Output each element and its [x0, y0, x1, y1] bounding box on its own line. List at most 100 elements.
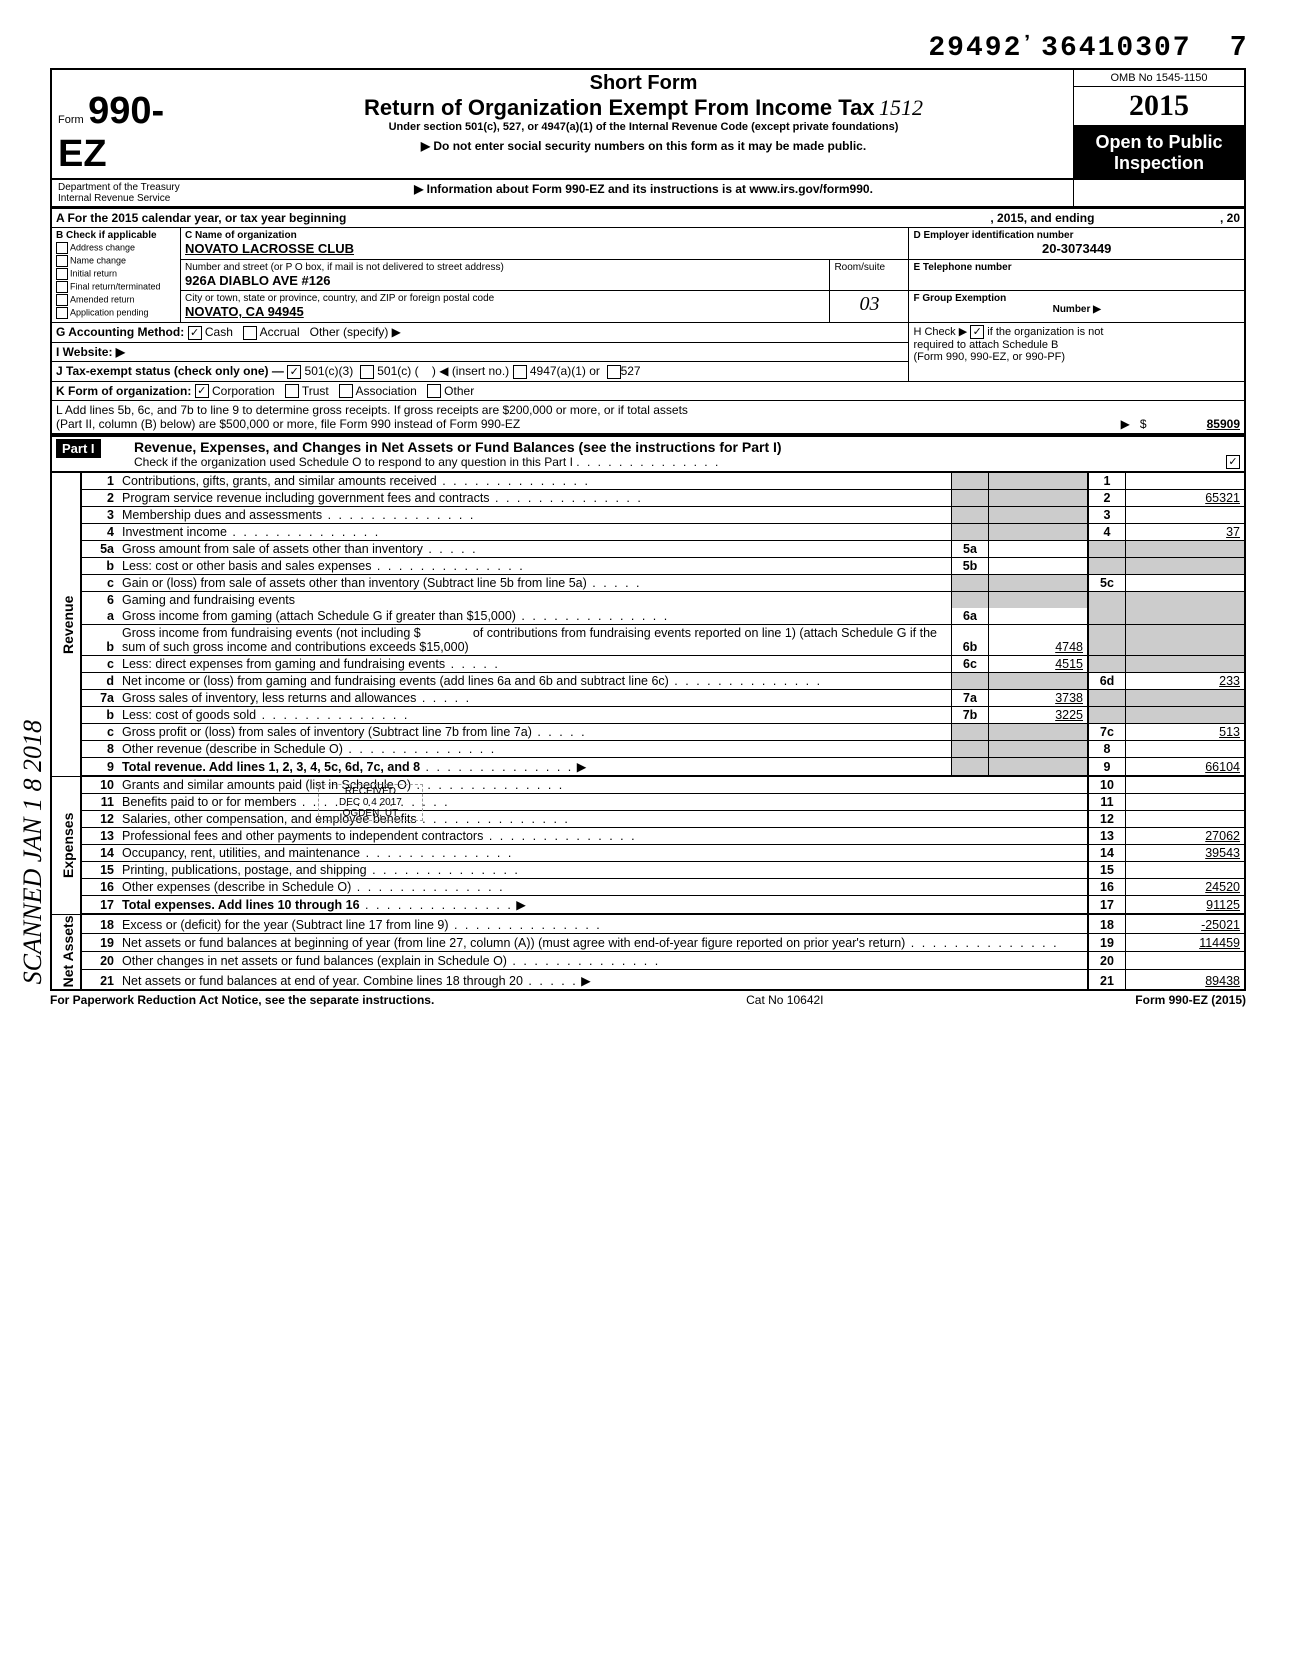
line-4-num: 4 — [81, 524, 118, 541]
line-15-num: 15 — [81, 862, 118, 879]
checkbox-trust[interactable] — [285, 384, 299, 398]
section-c-name-label: C Name of organization — [185, 230, 904, 241]
checkbox-other-org[interactable] — [427, 384, 441, 398]
line-5b-num: b — [81, 558, 118, 575]
row-k-label: K Form of organization: — [56, 384, 191, 398]
line-13-num: 13 — [81, 828, 118, 845]
line-5b-desc: Less: cost or other basis and sales expe… — [122, 559, 371, 573]
dots — [576, 455, 720, 469]
checkbox-527[interactable] — [607, 365, 621, 379]
line-16-num: 16 — [81, 879, 118, 896]
checkbox-pending[interactable] — [56, 307, 68, 319]
line-7b-mv: 3225 — [1055, 708, 1083, 722]
form-number: 990-EZ — [58, 90, 164, 175]
line-8-num: 8 — [81, 741, 118, 758]
row-a-label: A For the 2015 calendar year, or tax yea… — [56, 211, 346, 225]
checkbox-4947[interactable] — [513, 365, 527, 379]
line-6a-mv — [989, 608, 1089, 625]
city-value: NOVATO, CA 94945 — [185, 304, 825, 319]
org-name: NOVATO LACROSSE CLUB — [185, 241, 904, 256]
lbl-527: 527 — [621, 364, 641, 378]
line-4-rn: 4 — [1088, 524, 1126, 541]
lbl-501c3: 501(c)(3) — [305, 364, 354, 378]
omb-number: OMB No 1545-1150 — [1074, 70, 1244, 87]
line-7a-mn: 7a — [952, 690, 989, 707]
checkbox-final-return[interactable] — [56, 281, 68, 293]
short-form-title: Short Form — [220, 72, 1067, 95]
line-6-desc: Gaming and fundraising events — [118, 592, 952, 609]
lbl-other-method: Other (specify) ▶ — [310, 325, 401, 339]
lbl-other-org: Other — [444, 384, 474, 398]
line-3-num: 3 — [81, 507, 118, 524]
line-7c-desc: Gross profit or (loss) from sales of inv… — [122, 725, 532, 739]
line-19-rv: 114459 — [1199, 936, 1240, 950]
lbl-final-return: Final return/terminated — [70, 282, 161, 292]
top-serial: 29492᾽36410307 7 — [50, 30, 1246, 64]
checkbox-assoc[interactable] — [339, 384, 353, 398]
line-7c-rn: 7c — [1088, 724, 1126, 741]
line-14-rv: 39543 — [1205, 846, 1240, 860]
checkbox-schedule-o[interactable]: ✓ — [1226, 455, 1240, 469]
part1-header-table: Part I Revenue, Expenses, and Changes in… — [50, 435, 1246, 473]
lbl-pending: Application pending — [70, 308, 149, 318]
page-number: 7 — [1230, 30, 1246, 61]
lbl-insert: ) ◀ (insert no.) — [432, 364, 509, 378]
under-section: Under section 501(c), 527, or 4947(a)(1)… — [220, 121, 1067, 133]
line-9-rv: 66104 — [1205, 760, 1240, 774]
line-7a-desc: Gross sales of inventory, less returns a… — [122, 691, 416, 705]
checkbox-cash[interactable]: ✓ — [188, 326, 202, 340]
line-9-num: 9 — [81, 758, 118, 777]
checkbox-accrual[interactable] — [243, 326, 257, 340]
line-5b-mv — [989, 558, 1089, 575]
checkbox-amended[interactable] — [56, 294, 68, 306]
lbl-address-change: Address change — [70, 243, 135, 253]
checkbox-corp[interactable]: ✓ — [195, 384, 209, 398]
checkbox-initial-return[interactable] — [56, 268, 68, 280]
line-17-rn: 17 — [1088, 896, 1126, 915]
line-5a-num: 5a — [81, 541, 118, 558]
checkbox-501c3[interactable]: ✓ — [287, 365, 301, 379]
irs: Internal Revenue Service — [58, 193, 208, 204]
line-2-rn: 2 — [1088, 490, 1126, 507]
checkbox-501c[interactable] — [360, 365, 374, 379]
row-h-1: H Check ▶ — [913, 326, 967, 338]
stamp-received: RECEIVED — [345, 786, 396, 797]
line-6d-rn: 6d — [1088, 673, 1126, 690]
line-19-num: 19 — [81, 933, 118, 951]
lbl-initial-return: Initial return — [70, 269, 117, 279]
side-net-assets: Net Assets — [51, 914, 81, 989]
row-l-2: (Part II, column (B) below) are $500,000… — [56, 417, 520, 431]
line-8-rn: 8 — [1088, 741, 1126, 758]
line-9-desc: Total revenue. Add lines 1, 2, 3, 4, 5c,… — [122, 760, 420, 774]
room-label: Room/suite — [834, 262, 904, 273]
line-13-desc: Professional fees and other payments to … — [122, 829, 483, 843]
line-6a-desc: Gross income from gaming (attach Schedul… — [122, 609, 516, 623]
line-6b-num: b — [81, 625, 118, 656]
serial-number: 29492᾽36410307 — [928, 33, 1191, 64]
addr-label: Number and street (or P O box, if mail i… — [185, 262, 825, 273]
line-18-rn: 18 — [1088, 914, 1126, 933]
checkbox-name-change[interactable] — [56, 255, 68, 267]
stamp-ogden: OGDEN, UT — [343, 808, 399, 819]
section-f-label: F Group Exemption — [913, 293, 1240, 304]
footer-mid: Cat No 10642I — [746, 993, 823, 1007]
footer-left: For Paperwork Reduction Act Notice, see … — [50, 993, 434, 1007]
line-11-rv — [1126, 794, 1246, 811]
checkbox-address-change[interactable] — [56, 242, 68, 254]
line-20-rn: 20 — [1088, 952, 1126, 970]
line-11-num: 11 — [81, 794, 118, 811]
row-l-val: 85909 — [1207, 417, 1240, 431]
checkbox-schedule-b[interactable]: ✓ — [970, 325, 984, 339]
line-7b-num: b — [81, 707, 118, 724]
line-21-rn: 21 — [1088, 970, 1126, 990]
lbl-501c: 501(c) ( — [377, 364, 418, 378]
line-5c-desc: Gain or (loss) from sale of assets other… — [122, 576, 587, 590]
footer: For Paperwork Reduction Act Notice, see … — [50, 993, 1246, 1007]
line-1-num: 1 — [81, 473, 118, 490]
ein-value: 20-3073449 — [913, 241, 1240, 256]
line-5b-mn: 5b — [952, 558, 989, 575]
line-6b-mn: 6b — [952, 625, 989, 656]
open-label: Open to Public — [1095, 132, 1222, 152]
line-13-rv: 27062 — [1205, 829, 1240, 843]
line-15-rn: 15 — [1088, 862, 1126, 879]
